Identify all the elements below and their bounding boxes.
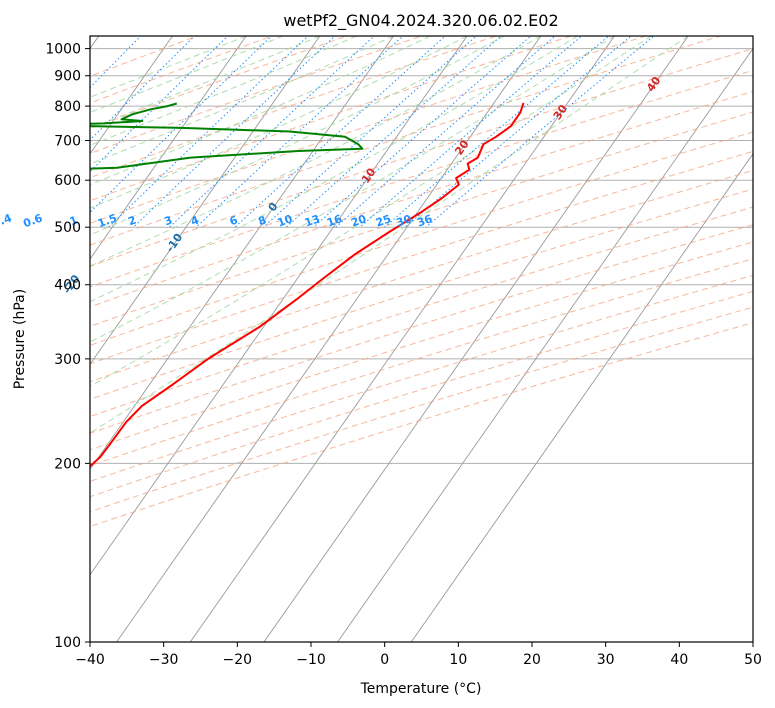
chart-title: wetPf2_GN04.2024.320.06.02.E02	[283, 11, 558, 31]
x-tick-label: −10	[296, 652, 326, 668]
mixing-ratio-line	[425, 36, 655, 228]
y-tick-label: 900	[54, 69, 81, 85]
mixing-ratio-label: 13	[303, 212, 322, 229]
isotherm-line	[90, 36, 174, 155]
mixing-ratio-label: 10	[276, 212, 295, 230]
mixing-ratio-line	[335, 36, 556, 228]
mixing-ratio-label: 0.6	[22, 211, 45, 230]
y-tick-label: 600	[54, 173, 81, 189]
moist-adiabat	[90, 36, 320, 129]
mixing-ratio-label: 30	[394, 212, 413, 230]
isotherm-line	[90, 36, 247, 260]
isotherm-line	[189, 36, 616, 642]
mixing-ratio-label: 1	[68, 213, 80, 228]
x-axis-label: Temperature (°C)	[360, 681, 482, 697]
x-tick-label: −30	[149, 652, 179, 668]
dry-adiabat	[90, 111, 753, 327]
dry-adiabat	[90, 150, 753, 365]
mixing-ratio-label: 16	[325, 212, 344, 230]
isotherm-line	[116, 36, 542, 642]
dry-adiabat	[90, 36, 648, 224]
dry-adiabat	[90, 36, 498, 179]
mixing-ratio-label: 25	[374, 212, 393, 229]
dry-adiabat	[90, 322, 753, 528]
moist-adiabat	[90, 36, 689, 434]
mixing-ratio-line	[313, 36, 532, 228]
x-tick-label: −40	[75, 652, 105, 668]
y-tick-label: 200	[54, 456, 81, 472]
background-lines	[90, 36, 753, 642]
y-tick-label: 300	[54, 352, 81, 368]
moist-adiabat	[90, 36, 542, 267]
y-tick-label: 400	[54, 278, 81, 294]
mixing-ratio-label: 1.5	[96, 211, 119, 230]
dry-adiabat	[90, 306, 753, 513]
profile-lines	[90, 102, 525, 468]
mixing-ratio-label: 2	[126, 213, 138, 228]
x-axis: −40 −30 −20 −10 0 10 20 30 40 50	[75, 642, 762, 668]
x-tick-label: 20	[523, 652, 541, 668]
mixing-ratio-line	[132, 36, 336, 228]
mixing-ratio-line	[108, 36, 309, 228]
plot-frame	[89, 35, 754, 643]
mixing-ratio-label: 36	[415, 212, 434, 230]
dry-adiabat	[90, 224, 753, 434]
isotherm-line	[90, 36, 468, 576]
dry-adiabat	[90, 169, 753, 383]
isotherm-line	[90, 36, 395, 471]
y-axis: 1000 900 800 700 600 500 400 300 200 100	[45, 42, 90, 651]
mixing-ratio-label: 3	[162, 213, 174, 228]
moist-adiabat	[90, 36, 652, 388]
mixing-ratio-line	[169, 36, 375, 228]
temperature-profile	[90, 102, 525, 468]
x-tick-label: 30	[597, 652, 615, 668]
mixing-ratio-label: 6	[228, 213, 240, 228]
y-axis-label: Pressure (hPa)	[12, 289, 28, 389]
mixing-ratio-line	[263, 36, 478, 228]
mixing-ratio-line	[90, 36, 273, 213]
y-tick-label: 800	[54, 99, 81, 115]
moist-adiabat	[90, 36, 505, 236]
isotherm-line	[90, 36, 321, 366]
mixing-ratio-line	[359, 36, 583, 228]
mixing-ratio-label: 20	[349, 212, 368, 230]
y-tick-label: 100	[54, 635, 81, 651]
mixing-ratio-line	[384, 36, 610, 228]
y-tick-label: 500	[54, 220, 81, 236]
x-tick-label: −20	[223, 652, 253, 668]
isotherm-line	[410, 153, 753, 642]
mixing-ratio-line	[90, 36, 229, 173]
x-tick-label: 10	[449, 652, 467, 668]
moist-adiabat	[90, 36, 431, 186]
x-tick-label: 40	[670, 652, 688, 668]
mixing-ratio-label: 4	[189, 213, 201, 228]
y-tick-label: 1000	[45, 42, 81, 58]
dry-adiabat	[90, 90, 753, 308]
mixing-ratio-label: 8	[256, 213, 268, 228]
x-tick-label: 0	[380, 652, 389, 668]
mixing-ratio-line	[404, 36, 632, 228]
moist-adiabat	[90, 36, 615, 343]
dry-adiabat	[90, 69, 753, 288]
dry-adiabat	[90, 258, 753, 467]
dry-adiabat	[90, 241, 753, 451]
x-tick-label: 50	[744, 652, 762, 668]
isotherm-line	[337, 47, 753, 642]
y-tick-label: 700	[54, 133, 81, 149]
mixing-ratio-line	[234, 36, 447, 228]
moist-adiabat	[90, 36, 357, 146]
dry-adiabat	[90, 36, 424, 155]
